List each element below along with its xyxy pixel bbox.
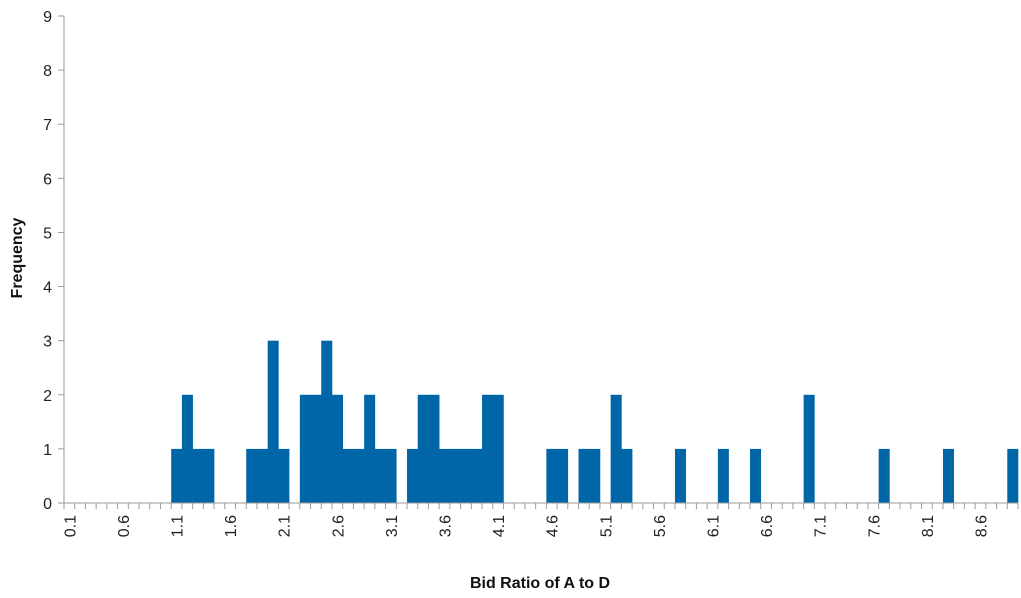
bar-3.6 [439,448,451,503]
y-tick-label: 5 [43,225,52,242]
bar-5.3 [621,448,633,503]
x-tick-label: 8.6 [973,515,990,537]
y-tick-label: 9 [43,9,52,26]
bar-5.0 [589,448,601,503]
bar-4.6 [546,448,558,503]
x-tick-label: 3.1 [384,515,401,537]
x-tick-label: 3.6 [438,515,455,537]
bar-3.8 [460,448,472,503]
y-axis-title: Frequency [9,217,26,298]
bar-4.1 [492,394,504,503]
y-axis: 0 1 2 3 4 5 6 7 8 9 [43,9,65,513]
x-tick-label: 2.6 [330,515,347,537]
bar-5.8 [674,448,687,503]
bar-2.8 [353,448,365,503]
y-tick-label: 4 [43,280,52,297]
bar-2.1 [278,448,290,503]
x-tick-label: 7.6 [866,515,883,537]
bar-3.3 [407,448,419,503]
x-tick-label: 0.6 [116,515,133,537]
bar-3.0 [374,448,386,503]
bar-3.9 [471,448,483,503]
bar-5.2 [610,394,622,503]
bar-3.7 [449,448,461,503]
x-tick-label: 6.6 [759,515,776,537]
bar-2.0 [267,340,279,503]
bar-7.0 [803,394,815,503]
x-tick-label: 2.1 [277,515,294,537]
bar-1.2 [181,394,193,503]
y-tick-label: 6 [43,171,52,188]
bar-4.7 [557,448,569,503]
bars-group [171,340,1019,503]
bar-3.1 [385,448,397,503]
y-tick-label: 3 [43,334,52,351]
x-tick-label: 0.1 [62,515,79,537]
y-tick-label: 1 [43,442,52,459]
x-tick-label: 4.1 [491,515,508,537]
bar-3.4 [417,394,429,503]
bar-8.9 [1007,448,1019,503]
bar-1.4 [203,448,215,503]
bar-4.9 [578,448,590,503]
bar-1.3 [192,448,204,503]
x-tick-label: 5.6 [652,515,669,537]
bar-1.8 [246,448,258,503]
x-tick-label: 1.6 [223,515,240,537]
bar-6.5 [750,448,762,503]
y-tick-label: 8 [43,63,52,80]
x-tick-label: 7.1 [813,515,830,537]
bar-2.3 [299,394,311,503]
bar-4.0 [482,394,494,503]
bar-2.6 [331,394,343,503]
x-tick-label: 6.1 [706,515,723,537]
bar-1.9 [256,448,268,503]
bar-7.7 [878,448,890,503]
x-tick-label: 8.1 [920,515,937,537]
x-tick-label: 4.6 [545,515,562,537]
bar-2.4 [310,394,322,503]
y-tick-label: 0 [43,496,52,513]
x-axis-title: Bid Ratio of A to D [470,575,610,592]
bar-6.2 [717,448,729,503]
y-tick-label: 7 [43,117,52,134]
bar-2.9 [364,394,376,503]
bar-3.5 [428,394,440,503]
x-tick-label: 1.1 [170,515,187,537]
bar-2.7 [342,448,354,503]
y-tick-label: 2 [43,388,52,405]
x-tick-label: 5.1 [598,515,615,537]
bar-1.1 [171,448,183,503]
bar-8.3 [942,448,954,503]
bar-2.5 [321,340,333,503]
x-axis: 0.1 0.6 1.1 1.6 2.1 2.6 3.1 3.6 4.1 4.6 5.1 5.6 6.1 6… [62,502,1019,537]
